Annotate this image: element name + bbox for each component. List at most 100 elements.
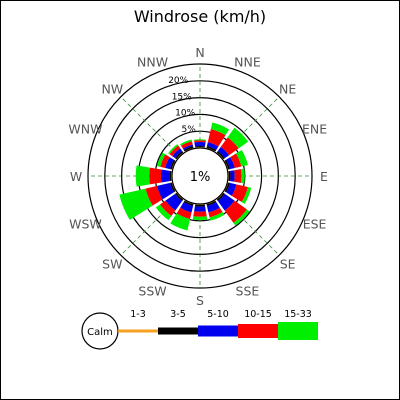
- petal-N-15-33: [193, 139, 207, 141]
- direction-label-NNW: NNW: [137, 54, 168, 69]
- speed-legend: Calm 1-3 3-5 5-10 10-15 15-33: [81, 309, 318, 350]
- legend-bar-10-15: [238, 324, 278, 338]
- petal-S-10-15: [193, 211, 207, 217]
- petal-ENE-15-33: [235, 149, 248, 167]
- direction-label-N: N: [195, 45, 204, 60]
- petal-NNW-10-15: [181, 141, 193, 149]
- legend-bar-5-10: [198, 325, 238, 337]
- petal-SSE-3-5: [206, 200, 217, 206]
- direction-label-WNW: WNW: [68, 122, 102, 137]
- petal-WNW-3-5: [170, 159, 176, 170]
- petal-NE-5-10: [217, 146, 230, 159]
- petal-SSE-5-10: [206, 202, 220, 213]
- legend-bar-3-5: [158, 327, 198, 335]
- petal-WSW-5-10: [157, 182, 174, 200]
- petal-NE-10-15: [220, 137, 239, 156]
- legend-label-5-10: 5-10: [207, 309, 229, 320]
- petal-NNW-3-5: [183, 146, 194, 152]
- ring-labels: 5% 10% 15% 20%: [168, 76, 196, 135]
- petal-NNW-15-33: [180, 139, 192, 146]
- petal-S-15-33: [192, 216, 208, 221]
- petal-SE-10-15: [224, 200, 247, 223]
- petal-NNE-10-15: [207, 129, 226, 147]
- petal-N-3-5: [195, 145, 205, 148]
- legend-label-10-15: 10-15: [244, 309, 272, 320]
- legend-label-1-3: 1-3: [130, 309, 146, 320]
- petal-SW-3-5: [175, 192, 184, 201]
- direction-labels: N NNE NE ENE E ESE SE SSE S SSW SW WSW W WNW NW NNW: [68, 45, 328, 308]
- petal-SW-10-15: [159, 200, 176, 217]
- direction-label-NNE: NNE: [234, 54, 261, 69]
- direction-label-S: S: [196, 293, 204, 308]
- petal-NNE-15-33: [210, 122, 230, 136]
- petal-E-10-15: [234, 169, 242, 183]
- legend-label-15-33: 15-33: [284, 309, 312, 320]
- petal-SSE-15-33: [209, 211, 225, 221]
- petal-WNW-10-15: [160, 154, 170, 168]
- gridline-NW: [120, 96, 181, 157]
- petal-SW-5-10: [165, 193, 183, 211]
- petal-N-5-10: [194, 141, 206, 147]
- petal-E-15-33: [240, 168, 245, 184]
- direction-label-ESE: ESE: [303, 216, 327, 231]
- direction-label-SW: SW: [102, 257, 122, 272]
- petal-S-3-5: [194, 204, 206, 207]
- petal-NE-15-33: [227, 127, 249, 149]
- calm-percent: 1%: [190, 170, 211, 185]
- chart-title: Windrose (km/h): [134, 7, 266, 26]
- petal-NW-10-15: [169, 145, 181, 157]
- petal-WSW-15-33: [119, 188, 153, 220]
- legend-bar-15-33: [278, 322, 318, 340]
- direction-label-ENE: ENE: [302, 122, 327, 137]
- petal-N-10-15: [194, 140, 206, 143]
- petal-SSE-10-15: [208, 207, 223, 218]
- petal-SSW-10-15: [176, 207, 192, 219]
- petal-E-5-10: [230, 170, 235, 182]
- ring-20: [104, 80, 296, 272]
- petal-NNW-5-10: [182, 144, 194, 150]
- petal-SW-15-33: [155, 204, 172, 221]
- direction-label-NW: NW: [101, 81, 123, 96]
- direction-label-NE: NE: [279, 81, 296, 96]
- petal-NNE-3-5: [206, 146, 217, 152]
- petal-ENE-5-10: [226, 157, 235, 170]
- legend-bar-1-3: [118, 329, 158, 333]
- petal-ESE-15-33: [241, 187, 252, 204]
- calm-circle: [171, 147, 229, 205]
- petal-S-5-10: [194, 206, 206, 212]
- petal-ESE-10-15: [231, 184, 248, 203]
- petal-NW-5-10: [172, 148, 183, 159]
- ring-25: [87, 63, 313, 289]
- petal-SSW-3-5: [183, 200, 194, 206]
- petal-NE-3-5: [216, 151, 225, 160]
- legend-calm-label: Calm: [87, 327, 113, 338]
- petal-W-15-33: [135, 165, 150, 187]
- petal-W-10-15: [149, 167, 162, 185]
- direction-label-E: E: [320, 169, 328, 184]
- petal-ESE-3-5: [224, 182, 230, 193]
- legend-label-3-5: 3-5: [170, 309, 186, 320]
- petal-ESE-5-10: [226, 182, 237, 196]
- petal-ENE-3-5: [224, 159, 230, 170]
- petal-NW-3-5: [175, 151, 184, 160]
- petal-WSW-3-5: [170, 182, 176, 193]
- petal-NW-15-33: [168, 144, 179, 155]
- direction-label-SSE: SSE: [236, 284, 260, 299]
- direction-label-W: W: [70, 169, 82, 184]
- petal-SE-5-10: [217, 193, 235, 211]
- direction-label-WSW: WSW: [69, 216, 102, 231]
- ring-label: 20%: [168, 76, 188, 86]
- petal-NNE-5-10: [206, 142, 219, 150]
- petal-W-3-5: [169, 170, 172, 182]
- ring-label: 5%: [182, 125, 197, 135]
- direction-label-SSW: SSW: [138, 284, 166, 299]
- petal-SE-3-5: [216, 192, 225, 201]
- petal-SSW-15-33: [170, 213, 191, 231]
- petal-ENE-10-15: [230, 153, 242, 168]
- petal-SSW-5-10: [180, 202, 194, 213]
- direction-label-SE: SE: [280, 257, 296, 272]
- petal-E-3-5: [228, 170, 231, 182]
- ring-label: 10%: [175, 109, 195, 119]
- petal-WSW-10-15: [145, 185, 163, 206]
